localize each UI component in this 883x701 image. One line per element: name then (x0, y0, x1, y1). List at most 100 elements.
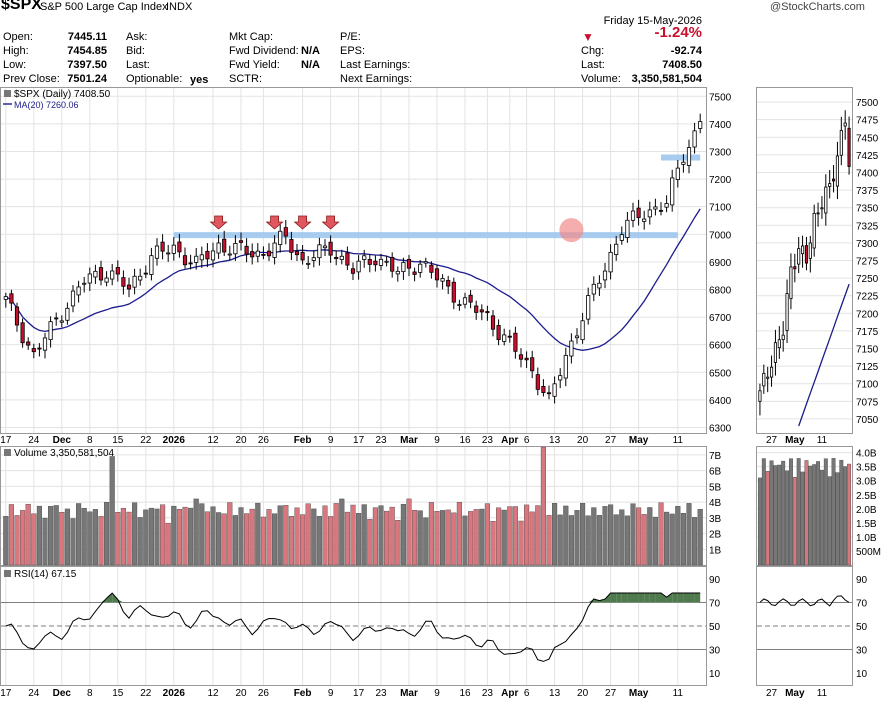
fwd-dividend-label: Fwd Dividend: (229, 45, 299, 57)
volume-bar (20, 510, 26, 566)
rsi-x-tick-label: 23 (375, 688, 387, 699)
volume-bar (14, 515, 20, 566)
right-price-tick-label: 7425 (856, 151, 879, 162)
candle-body (110, 270, 115, 280)
volume-bar (400, 504, 406, 566)
right-candle-body (828, 183, 832, 187)
candle-body (322, 245, 328, 249)
open-value: 7445.11 (67, 31, 107, 43)
price-x-tick-label: May (629, 435, 649, 446)
volume-bar (92, 509, 98, 566)
right-price-tick-label: 7100 (856, 380, 879, 391)
prev-close-label: Prev Close: (3, 73, 60, 85)
last2-value: 7408.50 (662, 59, 702, 71)
candle-body (26, 341, 31, 346)
rsi-overbought-fill (621, 592, 628, 603)
candle-body (121, 277, 126, 287)
volume-bar (512, 506, 518, 566)
price-x-tick-label: 22 (140, 435, 152, 446)
right-volume-bar (761, 458, 766, 566)
volume-bar (132, 502, 138, 566)
down-triangle-icon: ▼ (582, 30, 594, 44)
volume-bar (574, 510, 580, 566)
volume-bar (283, 505, 289, 566)
price-legend-swatch (4, 90, 11, 97)
right-volume-bar (839, 459, 844, 566)
volume-bar (221, 513, 227, 566)
candle-body (434, 268, 440, 281)
right-rsi-line (759, 595, 850, 607)
low-label: Low: (3, 59, 27, 71)
volume-tick-label: 7B (709, 451, 722, 462)
price-x-tick-label: 15 (112, 435, 124, 446)
volume-bar (255, 502, 261, 566)
right-rsi-tick-label: 30 (856, 646, 868, 657)
candle-body (289, 239, 294, 253)
volume-bar (630, 503, 636, 566)
candle-body (451, 281, 456, 303)
candle-body (692, 130, 697, 148)
volume-bar (25, 503, 31, 566)
candle-body (681, 161, 686, 165)
candle-body (401, 262, 406, 273)
rsi-x-tick-label: 22 (140, 688, 152, 699)
candle-body (177, 241, 182, 253)
candle-body (490, 315, 496, 330)
price-x-tick-label: 6 (524, 435, 530, 446)
right-price-tick-label: 7450 (856, 133, 879, 144)
candle-body (608, 251, 613, 273)
right-rsi-tick-label: 10 (856, 669, 868, 680)
candle-body (9, 293, 14, 304)
volume-bar (680, 512, 686, 566)
volume-bar (361, 504, 367, 566)
price-x-tick-label: 17 (353, 435, 365, 446)
right-rsi-frame (756, 566, 853, 686)
right-price-frame (756, 87, 853, 434)
volume-bar (658, 502, 664, 566)
right-volume-bar (827, 476, 832, 566)
right-rsi-tick-label: 50 (856, 622, 868, 633)
right-candle-body (816, 212, 820, 215)
price-tick-label: 7300 (709, 147, 732, 158)
candle-body (698, 121, 703, 129)
candle-body (653, 206, 658, 210)
right-price-tick-label: 7475 (856, 116, 879, 127)
right-candle-body (758, 390, 762, 402)
volume-bar (473, 509, 479, 566)
price-tick-label: 6500 (709, 368, 732, 379)
volume-bar (81, 508, 87, 566)
volume-bar (557, 514, 563, 566)
volume-bar (641, 514, 647, 566)
right-volume-tick-label: 2.5B (856, 491, 877, 502)
candle-body (406, 258, 412, 269)
volume-tick-label: 2B (709, 530, 722, 541)
volume-bar (535, 505, 541, 566)
right-volume-tick-label: 4.0B (856, 449, 877, 460)
last-label: Last: (126, 59, 150, 71)
candle-body (356, 260, 361, 273)
volume-bar (697, 509, 703, 566)
rsi-overbought-fill (649, 592, 656, 603)
pct-change: -1.24% (654, 24, 702, 41)
right-rsi-tick-label: 90 (856, 575, 868, 586)
volume-bar (204, 511, 210, 566)
right-price-tick-label: 7175 (856, 327, 879, 338)
candle-body (14, 306, 20, 326)
volume-bar (428, 502, 434, 566)
right-candle-body (762, 372, 766, 387)
right-volume-bar (847, 463, 852, 566)
candle-body (160, 241, 165, 252)
candle-body (149, 255, 154, 275)
rsi-x-tick-label: May (629, 688, 649, 699)
open-label: Open: (3, 31, 33, 43)
price-x-tick-label: 23 (375, 435, 387, 446)
candle-body (395, 270, 400, 275)
volume-bar (277, 505, 283, 566)
candle-body (664, 203, 669, 208)
candle-body (530, 357, 535, 372)
rsi-overbought-fill (677, 592, 684, 603)
volume-bar (148, 507, 154, 566)
optionable-label: Optionable: (126, 73, 183, 85)
candle-body (591, 283, 596, 295)
volume-bar (143, 509, 149, 566)
